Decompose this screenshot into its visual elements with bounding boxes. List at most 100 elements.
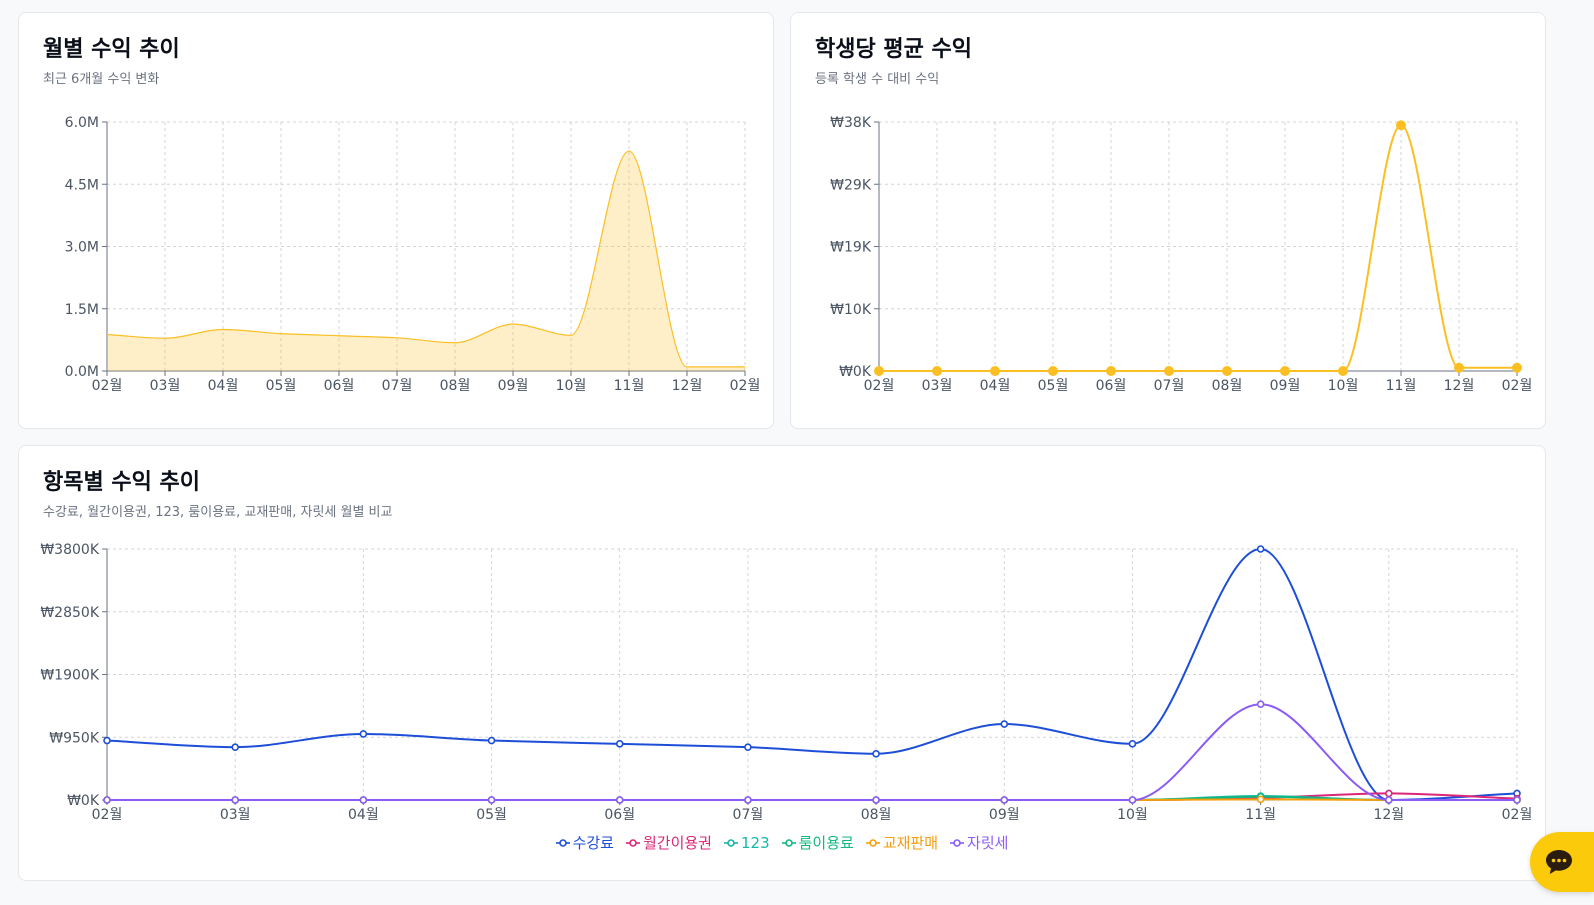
x-tick-label: 06월 — [604, 807, 635, 823]
data-point — [487, 796, 496, 804]
series-0 — [106, 150, 745, 371]
data-point — [1256, 700, 1265, 709]
x-tick-label: 09월 — [989, 807, 1020, 823]
legend-label: 123 — [740, 833, 770, 852]
legend-label: 월간이용권 — [642, 834, 712, 852]
y-tick-label: 6.0M — [65, 115, 99, 131]
series-area — [107, 151, 745, 371]
x-tick-label: 11월 — [614, 378, 645, 394]
legend-swatch-icon — [555, 838, 570, 847]
data-point — [874, 366, 884, 376]
data-point — [615, 796, 624, 804]
x-tick-label: 06월 — [324, 378, 355, 394]
data-point — [1256, 545, 1265, 553]
card-title: 항목별 수익 추이 — [43, 470, 200, 495]
x-tick-label: 12월 — [1373, 807, 1404, 823]
data-point — [487, 736, 496, 745]
y-tick-label: ₩19K — [830, 240, 872, 256]
series-5 — [103, 700, 1521, 804]
x-tick-label: 05월 — [1038, 378, 1069, 394]
x-tick-label: 07월 — [382, 378, 413, 394]
data-point — [1338, 366, 1348, 376]
card-subtitle: 등록 학생 수 대비 수익 — [815, 72, 940, 87]
data-point — [359, 796, 368, 804]
data-point — [1513, 796, 1521, 804]
x-tick-label: 11월 — [1245, 807, 1276, 823]
legend-item[interactable]: 교재판매 — [865, 832, 939, 853]
legend-item[interactable]: 수강료 — [555, 832, 614, 853]
legend-label: 교재판매 — [882, 834, 939, 852]
data-point — [990, 366, 1000, 376]
x-tick-label: 03월 — [220, 807, 251, 823]
x-tick-label: 02월 — [92, 378, 123, 394]
data-point — [1256, 795, 1265, 804]
x-tick-label: 10월 — [556, 378, 587, 394]
chat-button[interactable] — [1530, 832, 1594, 892]
monthly-revenue-chart: 0.0M 1.5M 3.0M 4.5M 6.0M 02월 03월 04월 05월 06월 07월 08… — [65, 115, 761, 394]
legend-item[interactable]: 123 — [723, 832, 770, 853]
data-point — [103, 796, 111, 804]
chart-legend: 수강료 월간이용권 123 룸이용료 교재판매 자릿세 — [19, 832, 1545, 853]
legend-item[interactable]: 월간이용권 — [625, 832, 712, 853]
card-title: 학생당 평균 수익 — [815, 37, 972, 62]
x-tick-label: 02월 — [730, 378, 761, 394]
x-tick-label: 11월 — [1386, 378, 1417, 394]
series-line — [879, 124, 1517, 372]
x-tick-label: 02월 — [1502, 378, 1533, 394]
data-point — [1106, 366, 1116, 376]
x-tick-label: 03월 — [922, 378, 953, 394]
x-tick-label: 02월 — [1502, 807, 1533, 823]
legend-label: 룸이용료 — [798, 834, 854, 852]
x-tick-label: 07월 — [1154, 378, 1185, 394]
data-point — [932, 366, 942, 376]
per-student-revenue-chart: ₩0K ₩10K ₩19K ₩29K ₩38K 02월 03월 04월 05월 06월 07월 08월… — [830, 115, 1533, 394]
x-tick-label: 07월 — [733, 807, 764, 823]
y-tick-label: ₩29K — [830, 177, 872, 193]
x-tick-label: 08월 — [861, 807, 892, 823]
data-point — [103, 736, 111, 745]
legend-swatch-icon — [950, 838, 965, 847]
x-tick-label: 10월 — [1328, 378, 1359, 394]
x-tick-label: 08월 — [440, 378, 471, 394]
y-tick-label: ₩10K — [830, 302, 872, 318]
y-tick-label: ₩0K — [839, 364, 872, 380]
y-tick-label: ₩38K — [830, 115, 872, 131]
y-tick-label: ₩3800K — [40, 542, 99, 558]
grid — [878, 121, 1518, 372]
legend-item[interactable]: 룸이용료 — [781, 832, 854, 853]
legend-swatch-icon — [781, 838, 796, 847]
data-point — [744, 743, 752, 751]
x-tick-label: 04월 — [348, 807, 379, 823]
data-point — [1222, 366, 1232, 376]
legend-item[interactable]: 자릿세 — [950, 832, 1008, 853]
y-tick-label: 1.5M — [65, 302, 99, 318]
data-point — [1396, 120, 1406, 131]
data-point — [1385, 789, 1393, 798]
x-tick-label: 02월 — [92, 807, 123, 823]
legend-label: 자릿세 — [967, 834, 1009, 852]
legend-swatch-icon — [723, 838, 738, 847]
y-tick-label: 3.0M — [65, 240, 99, 256]
data-point — [1000, 720, 1009, 728]
data-point — [1000, 796, 1009, 804]
data-point — [1128, 740, 1137, 748]
series-0 — [874, 120, 1522, 376]
x-tick-label: 12월 — [1444, 378, 1475, 394]
data-point — [744, 796, 752, 804]
legend-swatch-icon — [625, 838, 640, 847]
x-tick-label: 04월 — [208, 378, 239, 394]
y-tick-label: ₩1900K — [40, 668, 99, 684]
y-tick-label: 4.5M — [65, 177, 99, 193]
x-tick-label: 05월 — [266, 378, 297, 394]
y-tick-label: ₩950K — [49, 730, 100, 746]
x-tick-label: 02월 — [864, 378, 895, 394]
data-point — [1385, 796, 1393, 804]
data-point — [1512, 362, 1522, 373]
x-tick-label: 03월 — [150, 378, 181, 394]
y-tick-label: ₩0K — [67, 793, 100, 809]
data-point — [1048, 366, 1058, 376]
card-subtitle: 수강료, 월간이용권, 123, 룸이용료, 교재판매, 자릿세 월별 비교 — [43, 505, 393, 520]
series-line — [106, 703, 1517, 801]
data-point — [231, 743, 239, 751]
x-tick-label: 08월 — [1212, 378, 1243, 394]
